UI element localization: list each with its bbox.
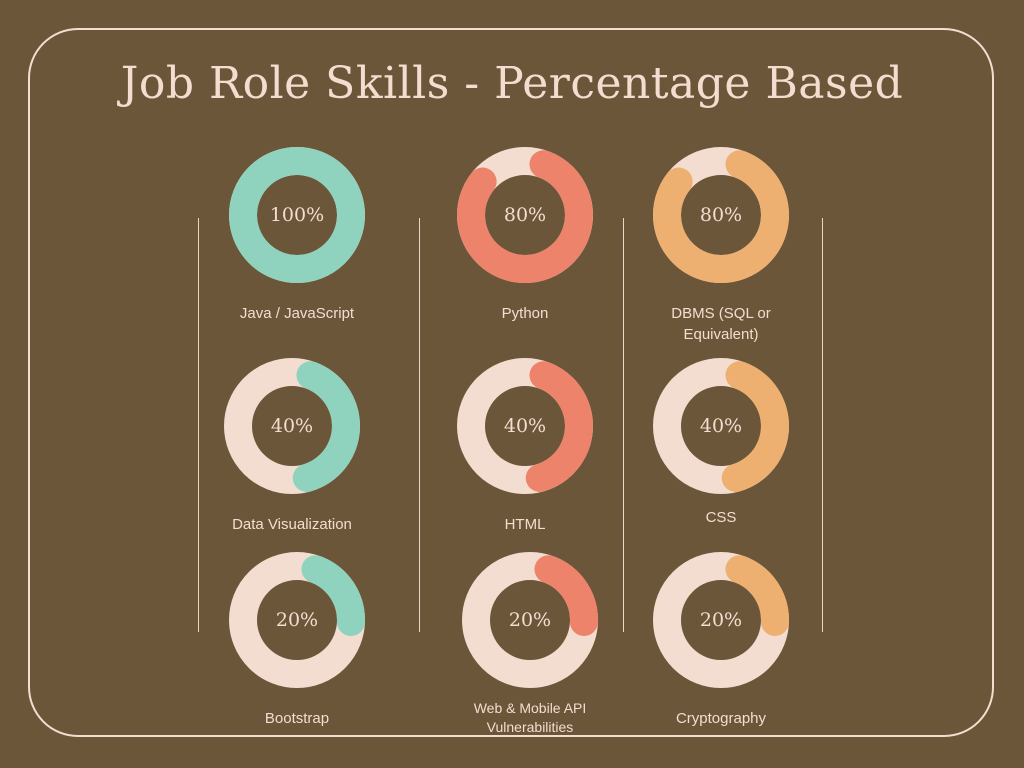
percentage-label: 20% bbox=[699, 609, 743, 631]
donut-chart: 80% bbox=[457, 147, 593, 283]
donut-value-arc bbox=[224, 358, 360, 494]
percentage-label: 100% bbox=[269, 204, 325, 226]
column-divider bbox=[822, 218, 823, 632]
page-title: Job Role Skills - Percentage Based bbox=[120, 58, 904, 109]
donut-value-arc bbox=[229, 552, 365, 688]
donut-value-arc bbox=[229, 147, 365, 283]
skill-label: Web & Mobile API Vulnerabilities bbox=[473, 700, 587, 735]
skill-label: Python bbox=[501, 305, 549, 322]
donut-value-arc bbox=[457, 358, 593, 494]
column-divider bbox=[198, 218, 199, 632]
donut-chart: 40% bbox=[457, 358, 593, 494]
percentage-label: 40% bbox=[699, 415, 743, 437]
donut-chart: 20% bbox=[462, 552, 598, 688]
donut-chart: 40% bbox=[653, 358, 789, 494]
percentage-label: 20% bbox=[275, 609, 319, 631]
skill-label: CSS bbox=[705, 509, 737, 526]
percentage-label: 20% bbox=[508, 609, 552, 631]
skill-label: DBMS (SQL or Equivalent) bbox=[671, 305, 771, 343]
skill-label: Java / JavaScript bbox=[239, 305, 355, 322]
donut-chart: 20% bbox=[229, 552, 365, 688]
percentage-label: 40% bbox=[270, 415, 314, 437]
column-divider bbox=[419, 218, 420, 632]
skill-label: Cryptography bbox=[675, 710, 767, 727]
donut-chart: 40% bbox=[224, 358, 360, 494]
donut-value-arc bbox=[653, 552, 789, 688]
donut-chart: 20% bbox=[653, 552, 789, 688]
donut-value-arc bbox=[457, 147, 593, 283]
border-frame bbox=[28, 28, 994, 737]
column-divider bbox=[623, 218, 624, 632]
donut-value-arc bbox=[653, 147, 789, 283]
skill-label: Bootstrap bbox=[264, 710, 330, 727]
percentage-label: 80% bbox=[503, 204, 547, 226]
percentage-label: 40% bbox=[503, 415, 547, 437]
donut-value-arc bbox=[462, 552, 598, 688]
percentage-label: 80% bbox=[699, 204, 743, 226]
skill-label: Data Visualization bbox=[232, 516, 352, 533]
donut-value-arc bbox=[653, 358, 789, 494]
skill-label: HTML bbox=[504, 516, 546, 533]
donut-chart: 100% bbox=[229, 147, 365, 283]
donut-chart: 80% bbox=[653, 147, 789, 283]
